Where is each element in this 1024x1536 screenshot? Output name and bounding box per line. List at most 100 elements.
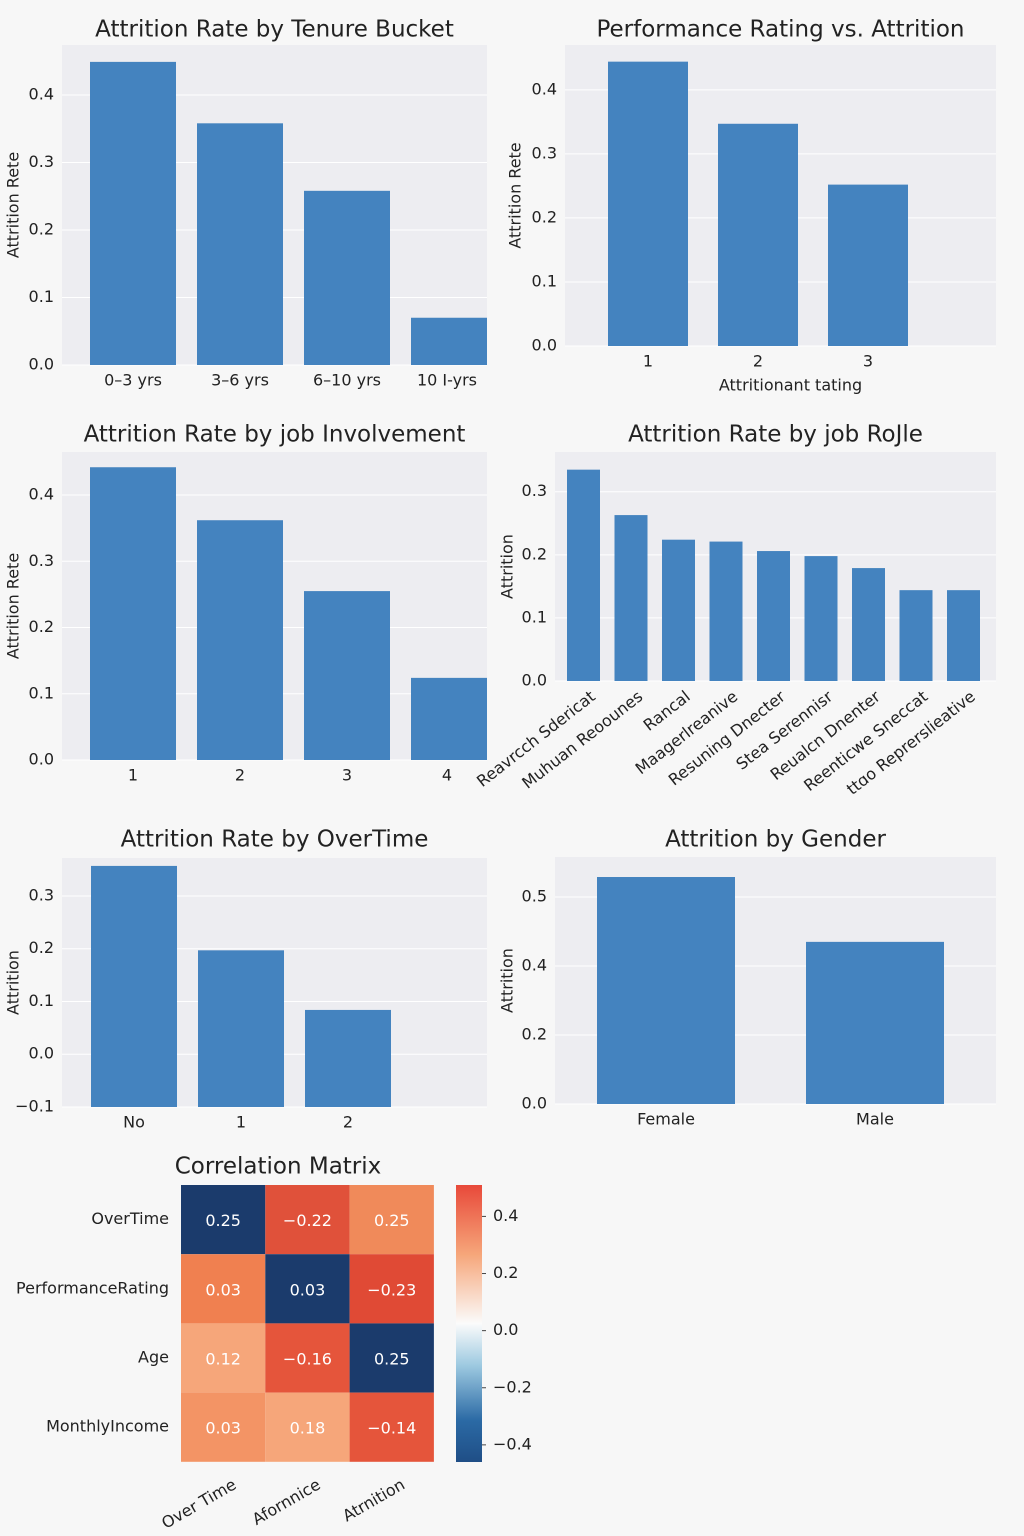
y-tick-label: 0.0 <box>29 1044 54 1063</box>
cell-label: 0.25 <box>374 1211 410 1230</box>
cell-label: 0.25 <box>205 1211 241 1230</box>
cell-label: 0.12 <box>205 1350 241 1369</box>
x-tick-label: 2 <box>343 1113 353 1132</box>
cell-label: 0.03 <box>205 1280 241 1299</box>
y-tick-label: 0.5 <box>522 887 547 906</box>
bar <box>567 469 600 681</box>
x-tick-label: 10 I-yrs <box>417 371 477 390</box>
y-tick-label: 0.4 <box>522 956 547 975</box>
x-tick-label: 2 <box>235 766 245 785</box>
row-label: PerformanceRating <box>16 1278 169 1297</box>
y-tick-label: 0.3 <box>532 143 557 162</box>
y-tick-label: 0.1 <box>522 607 547 626</box>
y-tick-label: 0.0 <box>522 671 547 690</box>
bar <box>718 123 798 346</box>
y-axis-label: Attrition <box>498 948 517 1013</box>
y-tick-label: 0.1 <box>29 683 54 702</box>
cell-label: −0.22 <box>283 1211 332 1230</box>
heatmap-cell <box>349 1254 434 1324</box>
x-tick-label: 0–3 yrs <box>104 371 162 390</box>
bar <box>806 941 944 1104</box>
colorbar <box>456 1185 482 1462</box>
row-label: MonthlyIncome <box>46 1417 169 1436</box>
bar <box>90 61 176 366</box>
y-tick-label: 0.2 <box>522 1025 547 1044</box>
y-tick-label: 0.0 <box>522 1094 547 1113</box>
cell-label: 0.03 <box>290 1280 326 1299</box>
x-tick-label: Male <box>856 1110 894 1129</box>
x-tick-label: 2 <box>753 352 763 371</box>
bar <box>614 515 648 681</box>
y-axis-label: Attrition Rete <box>506 142 525 248</box>
cell-label: −0.14 <box>367 1419 416 1438</box>
x-tick-label: Female <box>637 1110 695 1129</box>
heatmap-cell <box>265 1254 350 1324</box>
heatmap-cell <box>181 1392 266 1462</box>
bar <box>304 190 390 365</box>
bar <box>304 591 390 760</box>
heatmap-cell <box>265 1185 350 1255</box>
y-tick-label: 0.4 <box>29 485 54 504</box>
bar <box>852 568 885 681</box>
x-tick-label: 6–10 yrs <box>313 371 381 390</box>
bar <box>947 590 980 681</box>
colorbar-tick-label: 0.4 <box>493 1206 518 1225</box>
bar <box>804 556 838 681</box>
y-tick-label: 0.2 <box>532 207 557 226</box>
bar <box>411 677 487 760</box>
heatmap-cell <box>265 1323 350 1393</box>
x-tick-label: No <box>123 1113 145 1132</box>
y-tick-label: 0.3 <box>29 885 54 904</box>
cell-label: −0.23 <box>367 1280 416 1299</box>
y-tick-label: −0.1 <box>15 1097 54 1116</box>
row-label: Age <box>138 1348 169 1367</box>
bar <box>91 865 177 1107</box>
colorbar-tick-label: 0.2 <box>493 1263 518 1282</box>
bar <box>608 61 688 346</box>
x-axis-label: Attritionant tating <box>719 376 862 395</box>
x-tick-label: 3 <box>863 352 873 371</box>
bar <box>899 590 933 681</box>
x-tick-label: 1 <box>128 766 138 785</box>
title: Performance Rating vs. Attrition <box>596 17 964 43</box>
title: Attrition Rate by job Involvement <box>84 422 466 448</box>
bar <box>709 541 743 681</box>
heatmap-cell <box>265 1392 350 1462</box>
colorbar-tick-label: 0.0 <box>493 1320 518 1339</box>
column-label: Afornnice <box>249 1475 324 1529</box>
y-tick-label: 0.2 <box>29 617 54 636</box>
y-tick-label: 0.1 <box>29 991 54 1010</box>
heatmap-cell <box>349 1392 434 1462</box>
bar <box>828 184 908 346</box>
y-axis-label: Attrition Rete <box>4 553 23 659</box>
title: Correlation Matrix <box>175 1154 382 1180</box>
column-label: Over Time <box>158 1475 239 1533</box>
bar <box>597 877 735 1104</box>
row-label: OverTime <box>91 1209 169 1228</box>
cell-label: 0.03 <box>205 1419 241 1438</box>
y-tick-label: 0.1 <box>29 287 54 306</box>
title: Attrition Rate by OverTime <box>121 827 429 853</box>
x-tick-label: 1 <box>643 352 653 371</box>
bar <box>198 950 284 1107</box>
bar <box>90 467 176 760</box>
heatmap-cell <box>181 1185 266 1255</box>
y-tick-label: 0.3 <box>29 152 54 171</box>
y-tick-label: 0.0 <box>532 336 557 355</box>
colorbar-tick-label: −0.2 <box>493 1377 532 1396</box>
cell-label: −0.16 <box>283 1350 332 1369</box>
bar <box>305 1009 391 1107</box>
x-tick-label: 3–6 yrs <box>211 371 269 390</box>
x-tick-label: 4 <box>442 766 452 785</box>
y-axis-label: Attrition <box>4 950 23 1015</box>
heatmap-cell <box>181 1323 266 1393</box>
y-axis-label: Attrition Rete <box>4 152 23 258</box>
y-tick-label: 0.0 <box>29 750 54 769</box>
bar <box>662 539 695 681</box>
y-tick-label: 0.3 <box>522 481 547 500</box>
title: Attrition by Gender <box>665 827 886 853</box>
y-tick-label: 0.2 <box>29 219 54 238</box>
y-tick-label: 0.0 <box>29 355 54 374</box>
bar <box>757 551 790 681</box>
